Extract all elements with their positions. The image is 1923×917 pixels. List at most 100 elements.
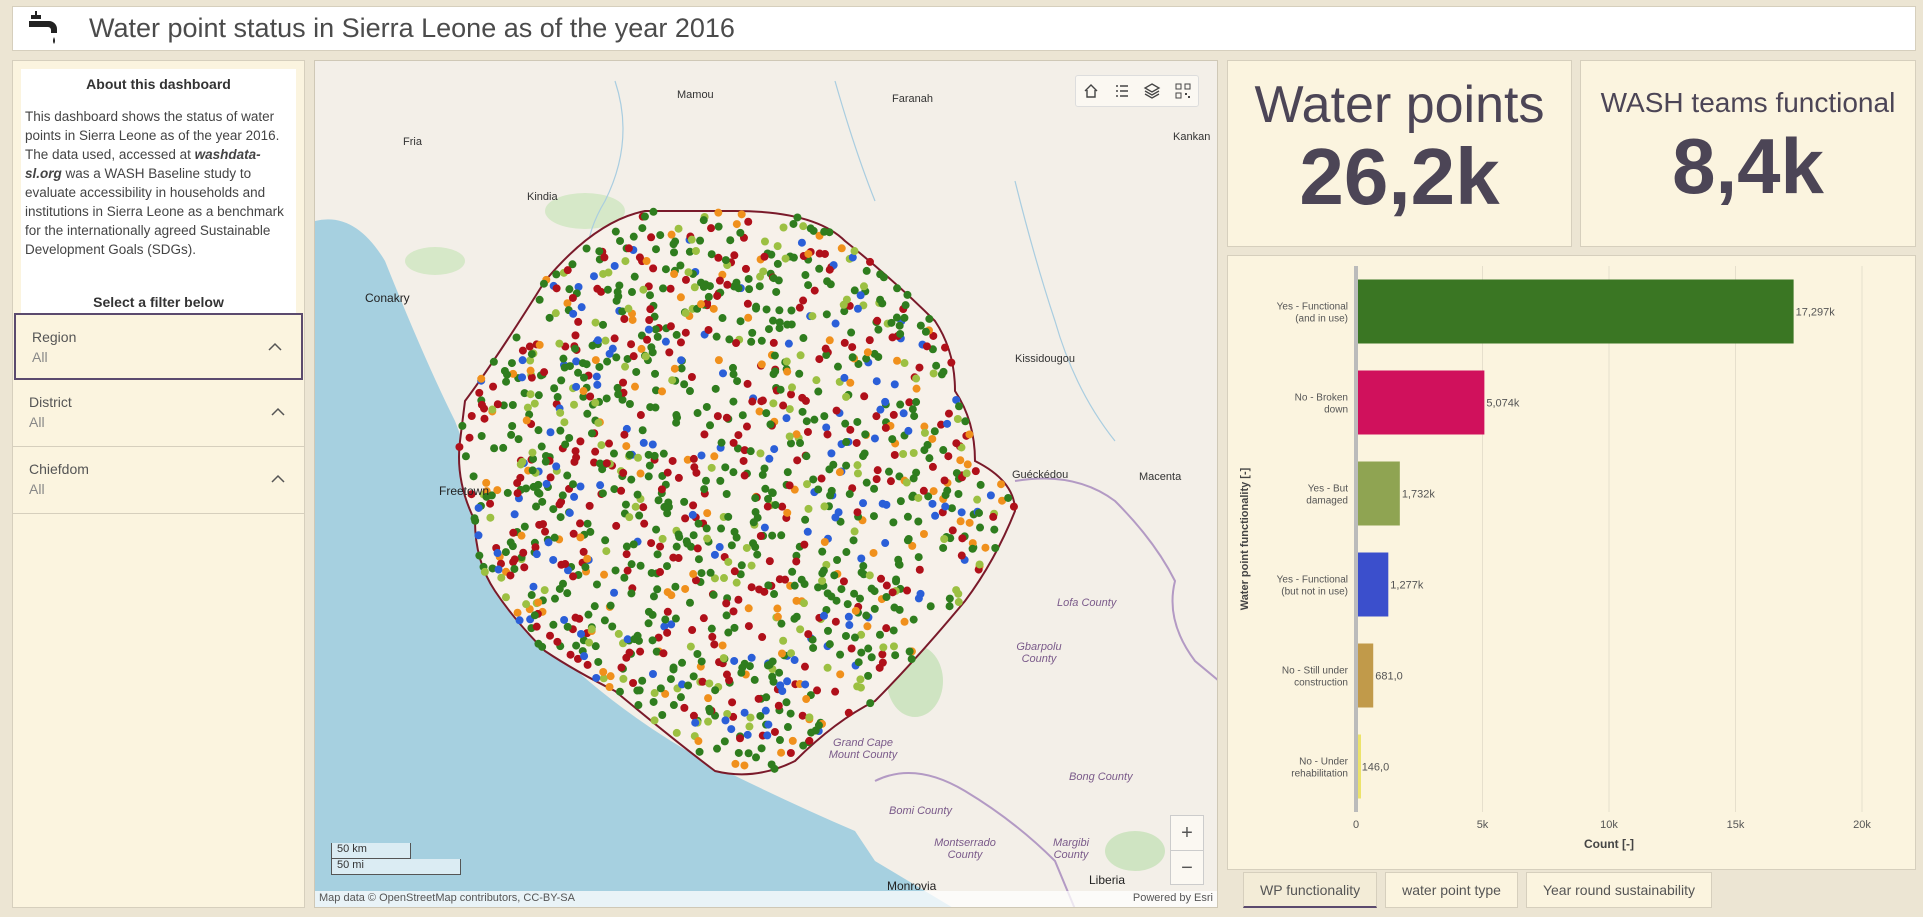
water-point-marker[interactable] xyxy=(681,275,690,284)
water-point-marker[interactable] xyxy=(730,251,739,260)
water-point-marker[interactable] xyxy=(889,626,898,635)
water-point-marker[interactable] xyxy=(823,663,832,672)
water-point-marker[interactable] xyxy=(903,512,912,521)
water-point-marker[interactable] xyxy=(770,351,779,360)
water-point-marker[interactable] xyxy=(751,494,760,503)
water-point-marker[interactable] xyxy=(827,592,836,601)
water-point-marker[interactable] xyxy=(690,283,699,292)
water-point-marker[interactable] xyxy=(630,272,639,281)
layers-icon[interactable] xyxy=(1143,82,1161,100)
water-point-marker[interactable] xyxy=(638,224,647,233)
water-point-marker[interactable] xyxy=(687,235,696,244)
water-point-marker[interactable] xyxy=(857,648,866,657)
water-point-marker[interactable] xyxy=(747,337,756,346)
water-point-marker[interactable] xyxy=(953,414,962,423)
water-point-marker[interactable] xyxy=(616,236,625,245)
water-point-marker[interactable] xyxy=(908,405,917,414)
water-point-marker[interactable] xyxy=(654,633,663,642)
water-point-marker[interactable] xyxy=(825,336,834,345)
water-point-marker[interactable] xyxy=(817,474,826,483)
water-point-marker[interactable] xyxy=(688,510,697,519)
water-point-marker[interactable] xyxy=(578,359,587,368)
water-point-marker[interactable] xyxy=(859,499,868,508)
water-point-marker[interactable] xyxy=(617,486,626,495)
water-point-marker[interactable] xyxy=(697,300,706,309)
water-point-marker[interactable] xyxy=(670,364,679,373)
water-point-marker[interactable] xyxy=(617,663,626,672)
water-point-marker[interactable] xyxy=(808,635,817,644)
water-point-marker[interactable] xyxy=(493,549,502,558)
water-point-marker[interactable] xyxy=(772,287,781,296)
water-point-marker[interactable] xyxy=(770,590,779,599)
water-point-marker[interactable] xyxy=(721,256,730,265)
water-point-marker[interactable] xyxy=(671,614,680,623)
water-point-marker[interactable] xyxy=(602,459,611,468)
water-point-marker[interactable] xyxy=(989,512,998,521)
water-point-marker[interactable] xyxy=(940,535,949,544)
water-point-marker[interactable] xyxy=(872,412,881,421)
water-point-marker[interactable] xyxy=(728,698,737,707)
water-point-marker[interactable] xyxy=(820,537,829,546)
district-filter[interactable]: District All xyxy=(13,380,304,447)
water-point-marker[interactable] xyxy=(756,711,765,720)
water-point-marker[interactable] xyxy=(929,331,938,340)
water-point-marker[interactable] xyxy=(910,412,919,421)
water-point-marker[interactable] xyxy=(762,305,771,314)
water-point-marker[interactable] xyxy=(565,362,574,371)
water-point-marker[interactable] xyxy=(870,434,879,443)
water-point-marker[interactable] xyxy=(912,384,921,393)
water-point-marker[interactable] xyxy=(639,285,648,294)
water-point-marker[interactable] xyxy=(707,250,716,259)
water-point-marker[interactable] xyxy=(856,675,865,684)
water-point-marker[interactable] xyxy=(956,517,965,526)
water-point-marker[interactable] xyxy=(722,611,731,620)
water-point-marker[interactable] xyxy=(670,248,679,257)
water-point-marker[interactable] xyxy=(549,505,558,514)
water-point-marker[interactable] xyxy=(862,611,871,620)
water-point-marker[interactable] xyxy=(705,704,714,713)
water-point-marker[interactable] xyxy=(900,359,909,368)
water-point-marker[interactable] xyxy=(582,244,591,253)
water-point-marker[interactable] xyxy=(958,534,967,543)
water-point-marker[interactable] xyxy=(687,372,696,381)
water-point-marker[interactable] xyxy=(737,561,746,570)
water-point-marker[interactable] xyxy=(851,606,860,615)
water-point-marker[interactable] xyxy=(937,420,946,429)
water-point-marker[interactable] xyxy=(667,230,676,239)
water-point-marker[interactable] xyxy=(783,367,792,376)
water-point-marker[interactable] xyxy=(896,497,905,506)
water-point-marker[interactable] xyxy=(672,330,681,339)
water-point-marker[interactable] xyxy=(534,426,543,435)
water-point-marker[interactable] xyxy=(853,461,862,470)
water-point-marker[interactable] xyxy=(762,693,771,702)
water-point-marker[interactable] xyxy=(800,580,809,589)
water-point-marker[interactable] xyxy=(786,709,795,718)
water-point-marker[interactable] xyxy=(689,501,698,510)
water-point-marker[interactable] xyxy=(610,261,619,270)
water-point-marker[interactable] xyxy=(765,454,774,463)
water-point-marker[interactable] xyxy=(614,629,623,638)
water-point-marker[interactable] xyxy=(678,680,687,689)
water-point-marker[interactable] xyxy=(841,419,850,428)
water-point-marker[interactable] xyxy=(560,615,569,624)
water-point-marker[interactable] xyxy=(506,571,515,580)
water-point-marker[interactable] xyxy=(579,547,588,556)
water-point-marker[interactable] xyxy=(509,369,518,378)
water-point-marker[interactable] xyxy=(729,397,738,406)
water-point-marker[interactable] xyxy=(678,658,687,667)
water-point-marker[interactable] xyxy=(743,299,752,308)
water-point-marker[interactable] xyxy=(573,654,582,663)
water-point-marker[interactable] xyxy=(715,276,724,285)
water-point-marker[interactable] xyxy=(527,591,536,600)
water-point-marker[interactable] xyxy=(556,408,565,417)
water-point-marker[interactable] xyxy=(563,471,572,480)
water-point-marker[interactable] xyxy=(925,314,934,323)
water-point-marker[interactable] xyxy=(990,525,999,534)
water-point-marker[interactable] xyxy=(774,701,783,710)
water-point-marker[interactable] xyxy=(639,503,648,512)
water-point-marker[interactable] xyxy=(714,222,723,231)
water-point-marker[interactable] xyxy=(552,284,561,293)
water-point-marker[interactable] xyxy=(792,612,801,621)
water-point-marker[interactable] xyxy=(736,570,745,579)
water-point-marker[interactable] xyxy=(785,432,794,441)
